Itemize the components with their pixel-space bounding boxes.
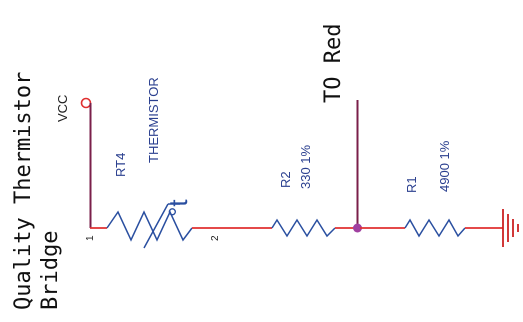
vcc-label: VCC	[55, 95, 70, 122]
junction-dot	[353, 223, 362, 233]
thermistor-diagonal	[143, 203, 169, 249]
rt4-temp-symbol: °t	[163, 199, 193, 217]
r1-ref-label: R1	[404, 176, 419, 193]
r2-zigzag	[271, 218, 336, 238]
thermistor-zigzag	[106, 210, 193, 242]
vcc-terminal	[80, 97, 92, 109]
title-line-1: Quality Thermistor	[11, 72, 36, 310]
title-line-2: Bridge	[38, 231, 63, 310]
r1-value-label: 4900 1%	[437, 140, 452, 192]
r2-ref-label: R2	[278, 171, 293, 188]
rt4-value-label: THERMISTOR	[146, 77, 161, 163]
r1-zigzag	[404, 218, 466, 238]
rt4-ref-label: RT4	[113, 153, 128, 177]
rt4-pin2-label: 2	[210, 235, 221, 241]
rt4-pin1-label: 1	[85, 235, 96, 241]
to-red-label: TO Red	[321, 24, 346, 103]
r2-value-label: 330 1%	[298, 144, 313, 189]
ground-icon	[502, 209, 519, 247]
